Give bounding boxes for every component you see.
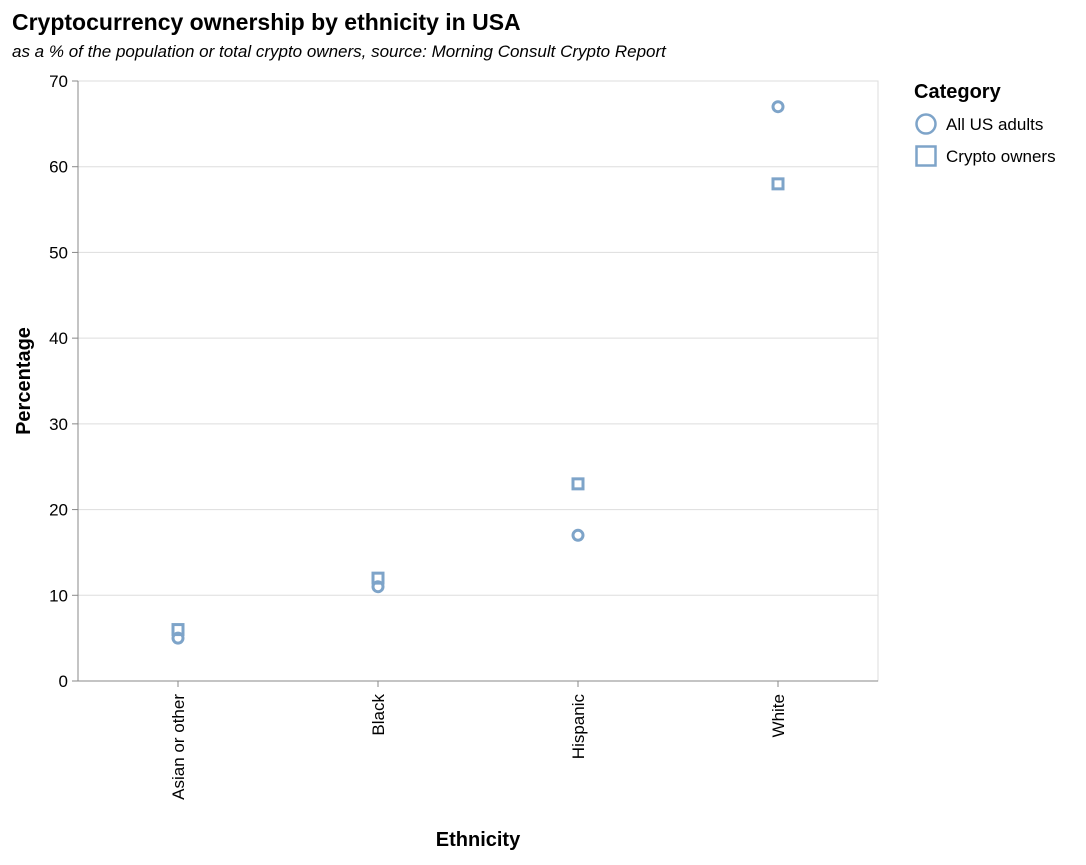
grid-layer [78, 80, 878, 682]
x-axis-title: Ethnicity [436, 829, 521, 851]
legend-symbol-circle [915, 113, 937, 135]
legend-title: Category [914, 81, 1002, 103]
legend-items: All US adults Crypto owners [915, 113, 1056, 167]
y-tick-label: 40 [49, 329, 68, 348]
y-tick-label: 50 [49, 243, 68, 262]
axis-layer: 0 10 20 30 40 50 60 70 Asian or other Black Hispan… [49, 72, 878, 800]
y-tick-label: 0 [59, 672, 68, 691]
y-axis-title: Percentage [13, 327, 35, 435]
y-tick-label: 10 [49, 586, 68, 605]
data-point-square [171, 623, 185, 637]
legend-label: All US adults [946, 115, 1043, 134]
plot-frame [77, 80, 879, 682]
y-tick-label: 70 [49, 72, 68, 91]
y-tick-label: 30 [49, 415, 68, 434]
legend-label: Crypto owners [946, 147, 1056, 166]
marks-layer [171, 100, 785, 645]
y-tick-label: 20 [49, 501, 68, 520]
chart-title: Cryptocurrency ownership by ethnicity in… [12, 9, 521, 35]
chart-subtitle: as a % of the population or total crypto… [12, 42, 667, 61]
x-tick-label: Asian or other [169, 694, 188, 800]
x-tick-label: Black [369, 694, 388, 736]
y-tick-label: 60 [49, 158, 68, 177]
legend-symbol-square [915, 145, 937, 167]
data-point-circle [771, 100, 785, 114]
data-point-square [771, 177, 785, 191]
x-tick-label: Hispanic [569, 694, 588, 760]
legend: Category All US adults Crypto owners [914, 81, 1056, 167]
data-point-circle [571, 528, 585, 542]
data-point-square [571, 477, 585, 491]
data-point-square [371, 571, 385, 585]
x-tick-label: White [769, 694, 788, 737]
